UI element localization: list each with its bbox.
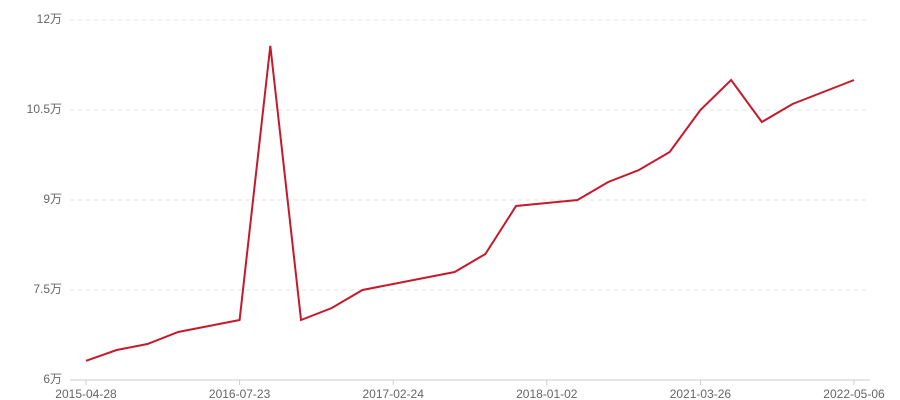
line [85,45,855,362]
y-tick-label: 6万 [43,372,62,386]
x-tick-label: 2015-04-28 [55,387,117,400]
y-tick-label: 12万 [37,12,62,26]
x-tick-label: 2018-01-02 [516,387,578,400]
y-tick-label: 9万 [43,192,62,206]
x-tick-label: 2017-02-24 [363,387,425,400]
y-tick-label: 10.5万 [27,102,62,116]
y-tick-label: 7.5万 [33,282,62,296]
x-tick-label: 2021-03-26 [670,387,732,400]
x-tick-label: 2022-05-06 [823,387,885,400]
x-tick-label: 2016-07-23 [209,387,271,400]
